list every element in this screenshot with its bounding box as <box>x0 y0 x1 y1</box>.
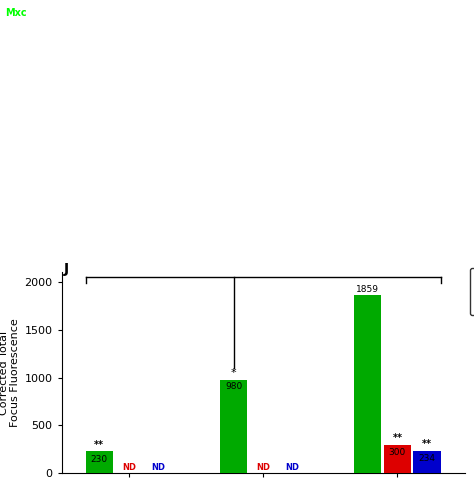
Text: ND: ND <box>256 464 270 472</box>
Bar <box>86 451 113 473</box>
Text: 230: 230 <box>91 455 108 464</box>
Y-axis label: Corrected Total
Focus Fluorescence: Corrected Total Focus Fluorescence <box>0 318 20 427</box>
Text: Mxc: Mxc <box>5 8 27 18</box>
Text: **: ** <box>392 433 402 443</box>
Bar <box>413 451 440 473</box>
Text: 234: 234 <box>419 454 436 463</box>
Text: J: J <box>64 262 69 276</box>
Text: ND: ND <box>122 464 136 472</box>
Text: ND: ND <box>286 464 300 472</box>
Legend: Mxc, LisH-AAA, SIF-AAA: Mxc, LisH-AAA, SIF-AAA <box>470 268 474 315</box>
Bar <box>354 295 382 473</box>
Bar <box>220 380 247 473</box>
Text: 300: 300 <box>389 447 406 456</box>
Text: *: * <box>231 368 237 378</box>
Text: **: ** <box>94 440 104 450</box>
Bar <box>384 445 411 473</box>
Text: 980: 980 <box>225 382 242 391</box>
Text: **: ** <box>422 439 432 449</box>
Text: 1859: 1859 <box>356 285 379 294</box>
Text: ND: ND <box>151 464 165 472</box>
